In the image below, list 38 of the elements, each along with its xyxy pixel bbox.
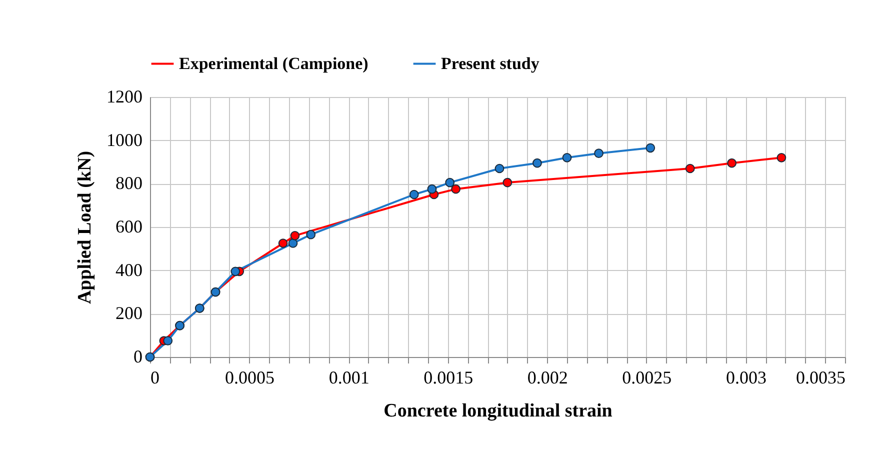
y-axis-title: Applied Load (kN) [74, 150, 96, 304]
point [502, 178, 512, 188]
x-tick-label: 0.0015 [424, 368, 474, 388]
y-tick-label: 0 [134, 346, 142, 366]
point [776, 152, 786, 162]
point [562, 152, 572, 162]
point [646, 143, 656, 153]
point [427, 184, 437, 194]
y-tick-label: 600 [116, 216, 142, 236]
y-tick-label: 200 [116, 303, 142, 324]
x-tick-label: 0.0035 [796, 368, 846, 388]
point [230, 266, 240, 276]
x-axis-title: Concrete longitudinal strain [384, 400, 613, 422]
y-tick-label: 1200 [106, 86, 142, 106]
legend-label: Experimental (Campione) [179, 54, 368, 73]
point [290, 230, 300, 240]
x-tick-label: 0.0025 [622, 368, 672, 388]
point [409, 190, 419, 200]
point [445, 178, 455, 188]
x-tick-label: 0 [150, 368, 160, 388]
x-tick-label: 0.0005 [225, 368, 275, 388]
legend-label: Present study [441, 54, 540, 73]
point [288, 238, 298, 248]
point [163, 336, 173, 346]
point [532, 158, 542, 168]
y-tick-label: 400 [116, 260, 142, 280]
x-tick-label: 0.002 [527, 368, 568, 388]
point [278, 238, 288, 248]
y-tick-label: 1000 [106, 130, 142, 150]
point [594, 148, 604, 158]
point [494, 164, 504, 174]
x-tick-label: 0.001 [328, 368, 370, 388]
point [306, 230, 316, 240]
point [451, 184, 460, 194]
x-tick-label: 0.003 [726, 368, 766, 388]
y-tick-label: 800 [116, 173, 142, 194]
point [727, 158, 736, 168]
point [685, 164, 695, 174]
